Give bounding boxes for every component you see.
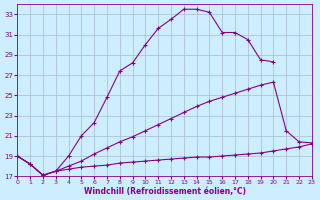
- X-axis label: Windchill (Refroidissement éolien,°C): Windchill (Refroidissement éolien,°C): [84, 187, 245, 196]
